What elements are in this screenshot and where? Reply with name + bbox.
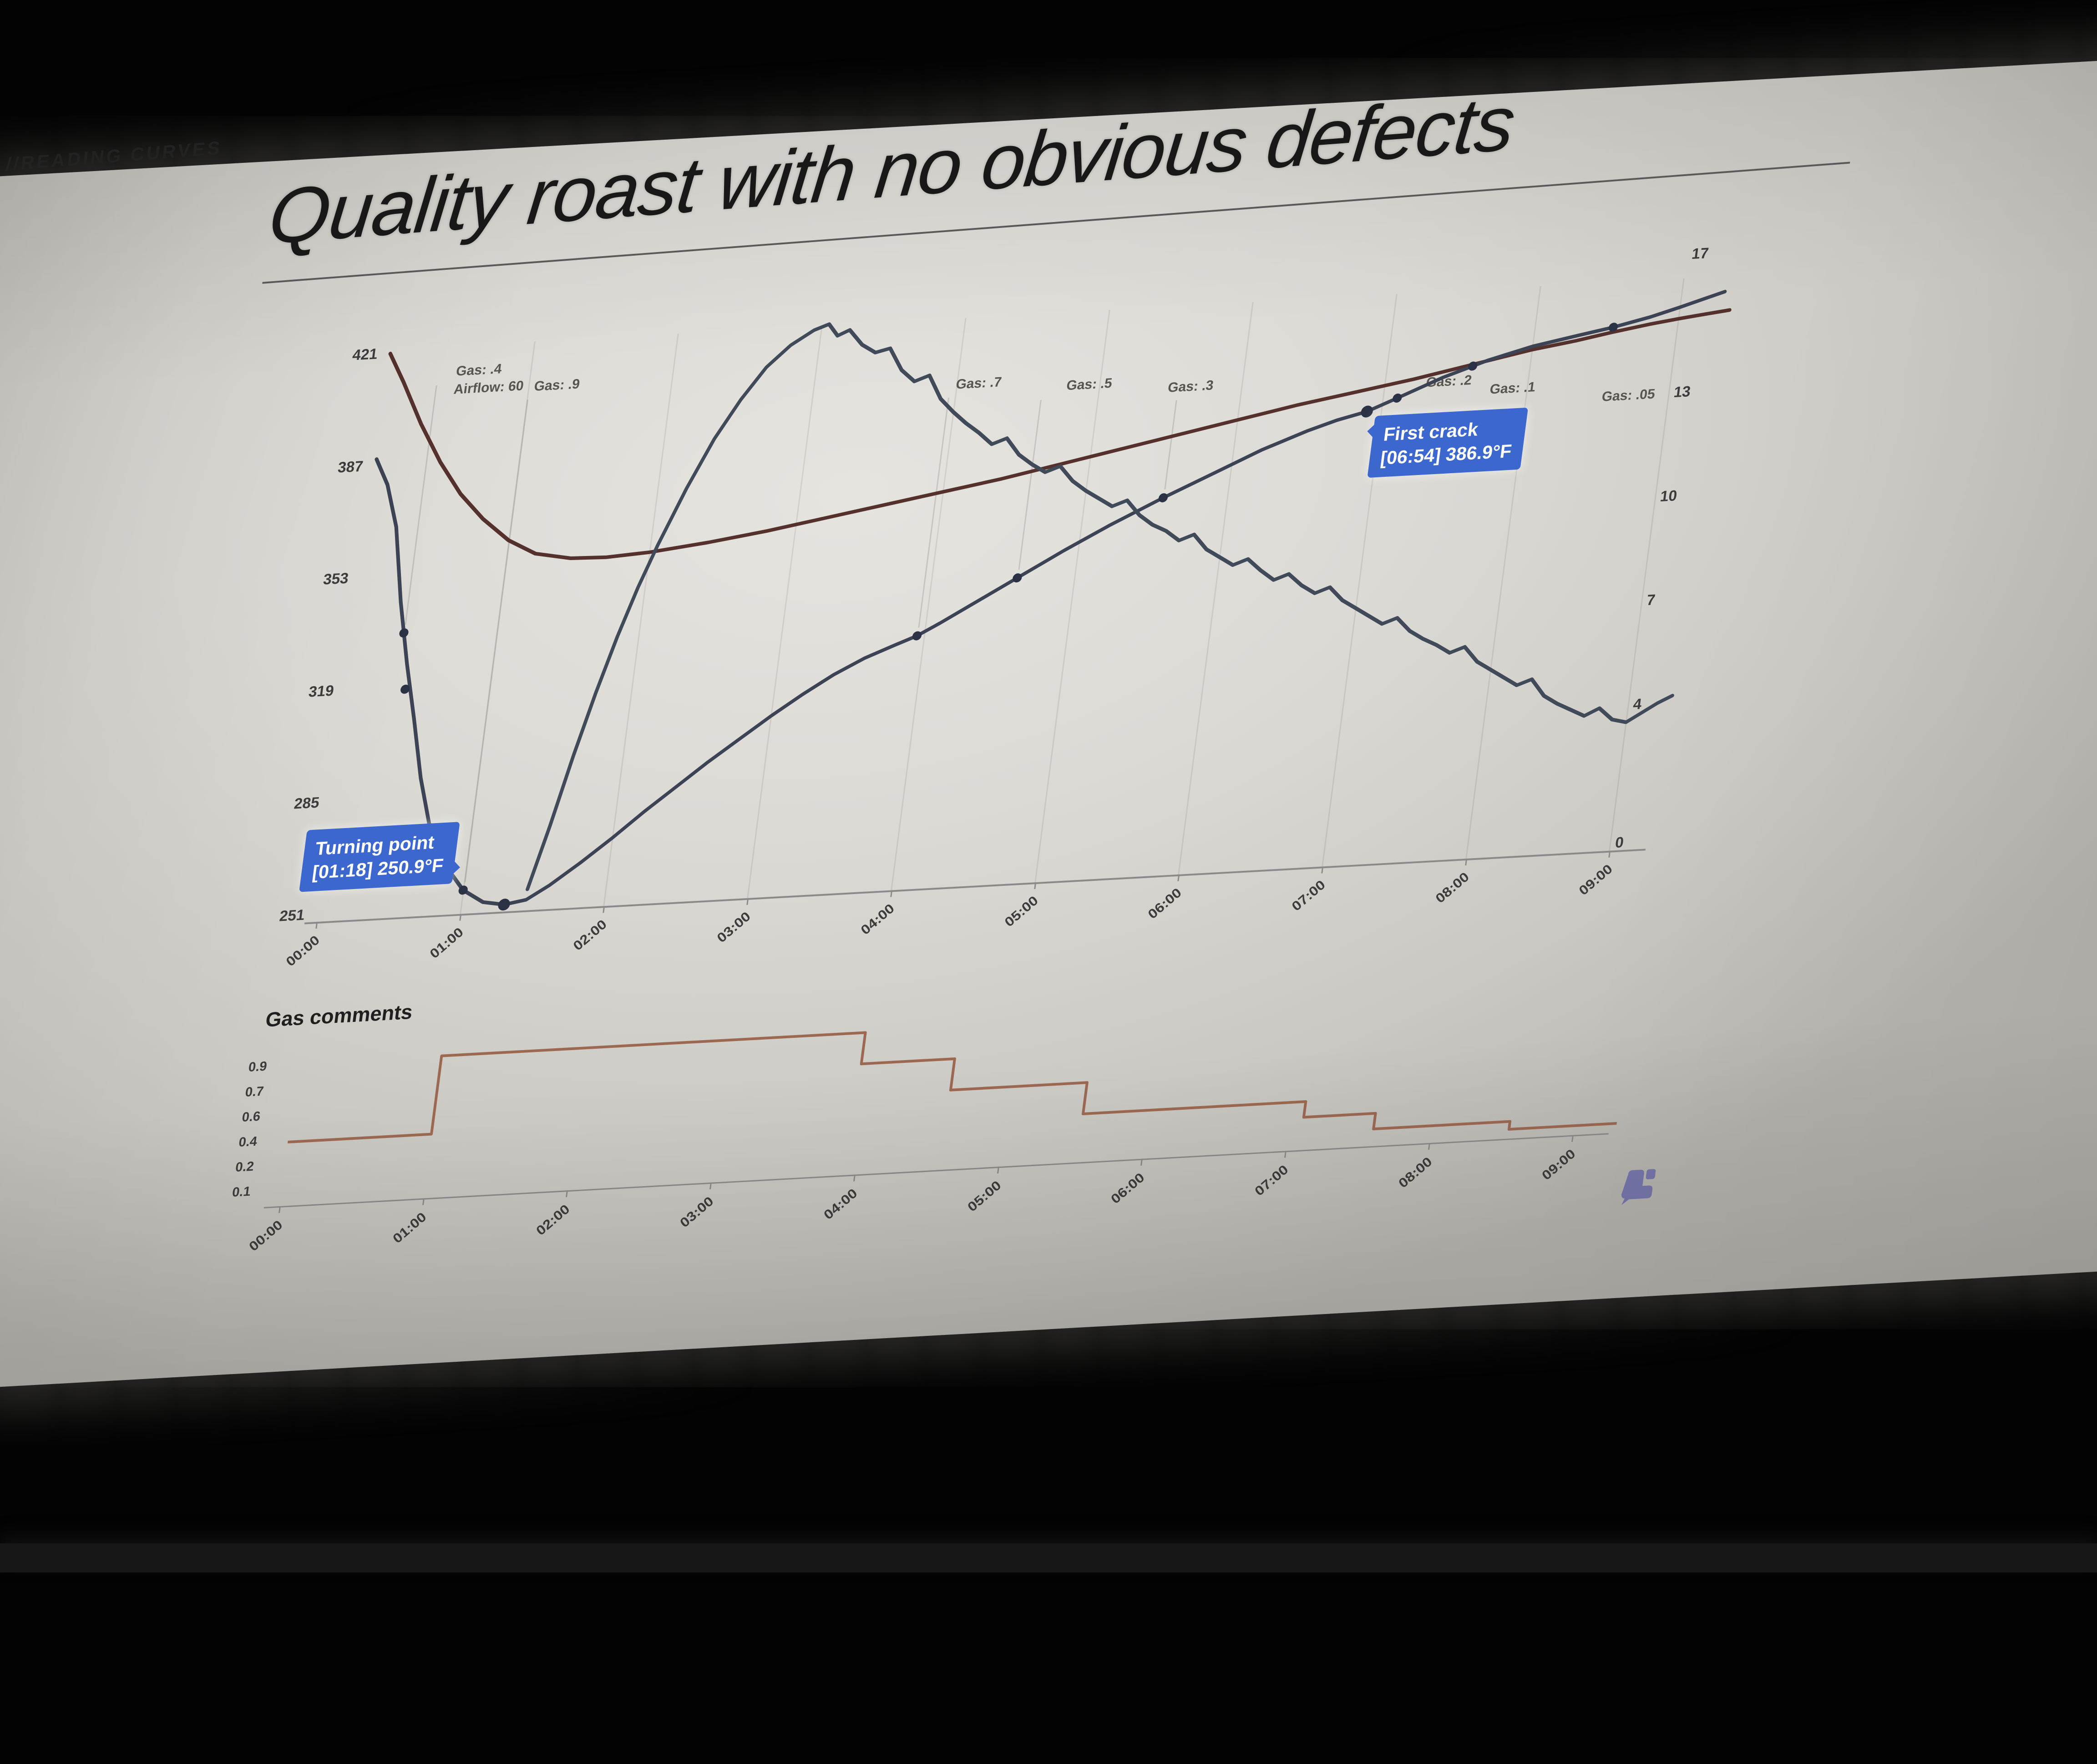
event-dot — [399, 628, 409, 638]
event-dot — [1158, 493, 1169, 503]
gas-y-tick-label: 0.7 — [209, 1084, 264, 1102]
room-floor-strip — [0, 1543, 2097, 1572]
gas-y-tick-label: 0.6 — [206, 1109, 261, 1127]
left-axis-tick-label: 319 — [274, 682, 335, 702]
cropster-logo-icon — [1619, 1166, 1658, 1204]
first-crack-callout: First crack [06:54] 386.9°F — [1367, 408, 1528, 478]
event-dot — [1392, 393, 1403, 403]
left-axis-tick-label: 387 — [303, 457, 364, 478]
left-axis-tick-label: 285 — [259, 794, 320, 814]
gas-y-tick-label: 0.4 — [203, 1134, 258, 1152]
turning-point-callout: Turning point [01:18] 250.9°F — [299, 822, 460, 892]
gas-y-tick-label: 0.2 — [199, 1159, 255, 1177]
event-dot — [912, 631, 922, 641]
event-dot — [1468, 361, 1478, 371]
event-dot — [1012, 573, 1023, 583]
bean-temp-curve — [317, 292, 1725, 915]
gas-y-tick-label: 0.1 — [196, 1184, 251, 1202]
left-axis-tick-label: 353 — [288, 570, 350, 590]
roast-curves — [299, 243, 1790, 939]
left-axis-tick-label: 251 — [244, 906, 306, 927]
environment-temp-curve — [362, 280, 1734, 571]
slide: //READING CURVES Quality roast with no o… — [0, 62, 2097, 1750]
event-dot — [1360, 405, 1373, 418]
gas-y-tick-label: 0.9 — [212, 1059, 268, 1077]
rate-of-rise-curve — [527, 275, 1727, 890]
left-axis-tick-label: 421 — [317, 345, 379, 366]
event-dot — [497, 898, 511, 910]
event-dot — [400, 684, 410, 694]
